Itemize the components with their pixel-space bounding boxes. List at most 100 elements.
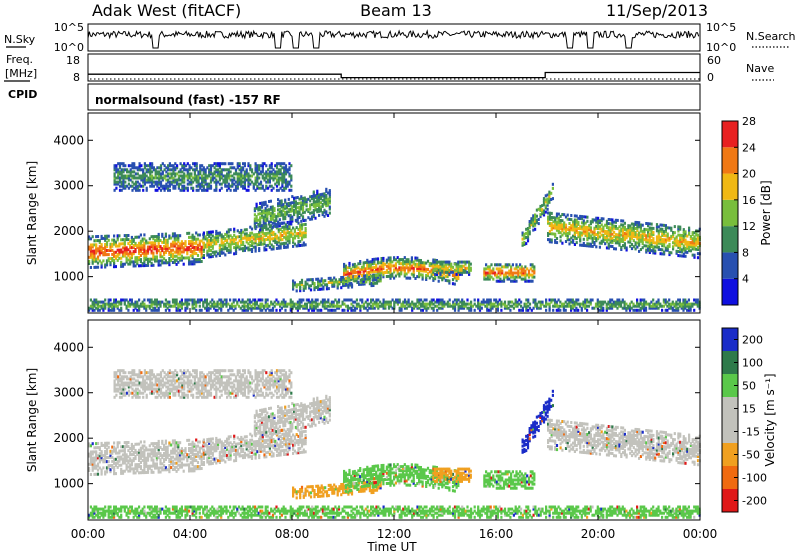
power-cell bbox=[570, 308, 573, 312]
power-cell bbox=[264, 308, 267, 312]
power-cell bbox=[124, 184, 127, 188]
power-cell bbox=[114, 244, 117, 248]
power-cell bbox=[394, 262, 397, 266]
power-cell bbox=[234, 304, 237, 308]
power-cell bbox=[305, 302, 308, 306]
power-cell bbox=[655, 304, 658, 308]
power-cell bbox=[136, 243, 139, 247]
power-cell bbox=[696, 241, 700, 245]
power-cell bbox=[118, 184, 122, 188]
power-cell bbox=[416, 258, 419, 262]
power-cell bbox=[272, 178, 275, 182]
power-cell bbox=[293, 211, 296, 215]
power-cell bbox=[559, 225, 562, 229]
power-cell bbox=[277, 208, 280, 212]
power-cell bbox=[227, 234, 230, 238]
power-cell bbox=[555, 241, 559, 245]
power-cell bbox=[368, 270, 371, 274]
power-cell bbox=[552, 224, 555, 228]
power-cell bbox=[515, 271, 518, 275]
power-cell bbox=[173, 300, 176, 304]
power-cell bbox=[202, 235, 205, 239]
power-cell bbox=[517, 275, 520, 279]
power-cell bbox=[464, 266, 467, 270]
power-cell bbox=[268, 178, 271, 182]
power-cell bbox=[666, 304, 669, 308]
power-cell bbox=[286, 245, 289, 249]
power-cell bbox=[224, 178, 227, 182]
power-cell bbox=[233, 227, 236, 231]
power-cell bbox=[598, 225, 601, 229]
power-cell bbox=[387, 256, 390, 260]
power-cell bbox=[555, 212, 559, 216]
power-cell bbox=[217, 168, 220, 172]
power-cell bbox=[257, 298, 260, 302]
power-cell bbox=[459, 270, 462, 274]
power-cell bbox=[551, 186, 554, 190]
power-cell bbox=[391, 298, 394, 302]
power-cell bbox=[96, 249, 100, 253]
power-cell bbox=[524, 277, 527, 281]
power-cell bbox=[134, 182, 138, 186]
power-cell bbox=[239, 300, 242, 304]
power-cell bbox=[208, 241, 211, 245]
power-cell bbox=[206, 243, 209, 247]
power-cell bbox=[238, 235, 241, 239]
power-cell bbox=[579, 225, 582, 229]
power-cell bbox=[323, 302, 326, 306]
power-cell bbox=[227, 182, 230, 186]
power-cell bbox=[627, 228, 630, 232]
power-cell bbox=[572, 226, 575, 230]
power-cell bbox=[432, 258, 435, 262]
power-cell bbox=[638, 241, 641, 245]
power-cell bbox=[136, 188, 139, 192]
power-cell bbox=[175, 302, 178, 306]
power-cell bbox=[168, 250, 171, 254]
power-cell bbox=[524, 275, 527, 279]
power-cell bbox=[300, 304, 303, 308]
power-cell bbox=[254, 245, 257, 249]
power-cell bbox=[171, 232, 175, 236]
power-cell bbox=[188, 242, 191, 245]
power-cell bbox=[411, 306, 414, 310]
power-cell bbox=[193, 235, 196, 239]
power-cell bbox=[359, 260, 362, 263]
power-cell bbox=[666, 236, 669, 240]
power-cell bbox=[104, 238, 107, 242]
power-cell bbox=[444, 270, 447, 274]
power-cell bbox=[507, 300, 510, 304]
power-cell bbox=[96, 306, 100, 310]
power-cell bbox=[227, 184, 230, 188]
power-cell bbox=[418, 298, 421, 302]
power-cell bbox=[107, 259, 110, 263]
power-cell bbox=[487, 308, 490, 312]
power-cell bbox=[650, 306, 653, 310]
power-cell bbox=[669, 302, 673, 306]
power-cell bbox=[336, 280, 339, 284]
power-cell bbox=[284, 302, 287, 306]
power-cell bbox=[125, 236, 128, 240]
power-cell bbox=[284, 245, 288, 249]
power-cell bbox=[190, 186, 193, 190]
power-cell bbox=[490, 271, 493, 275]
power-cell bbox=[113, 182, 116, 186]
power-cell bbox=[535, 218, 538, 222]
power-cell bbox=[132, 302, 135, 306]
power-cell bbox=[384, 302, 387, 306]
power-cell bbox=[143, 162, 146, 166]
power-cell bbox=[229, 240, 232, 244]
power-cell bbox=[673, 302, 676, 306]
power-cell bbox=[227, 172, 230, 176]
power-cell bbox=[261, 232, 264, 236]
power-cell bbox=[452, 304, 455, 308]
power-cell bbox=[159, 255, 162, 259]
power-cell bbox=[645, 244, 648, 248]
power-cell bbox=[141, 264, 144, 268]
power-cell bbox=[134, 180, 138, 184]
power-cell bbox=[252, 186, 255, 190]
power-cell bbox=[243, 302, 246, 306]
power-cell bbox=[337, 300, 341, 304]
power-cell bbox=[282, 205, 285, 209]
power-cell bbox=[611, 232, 614, 236]
power-cell bbox=[653, 304, 656, 308]
